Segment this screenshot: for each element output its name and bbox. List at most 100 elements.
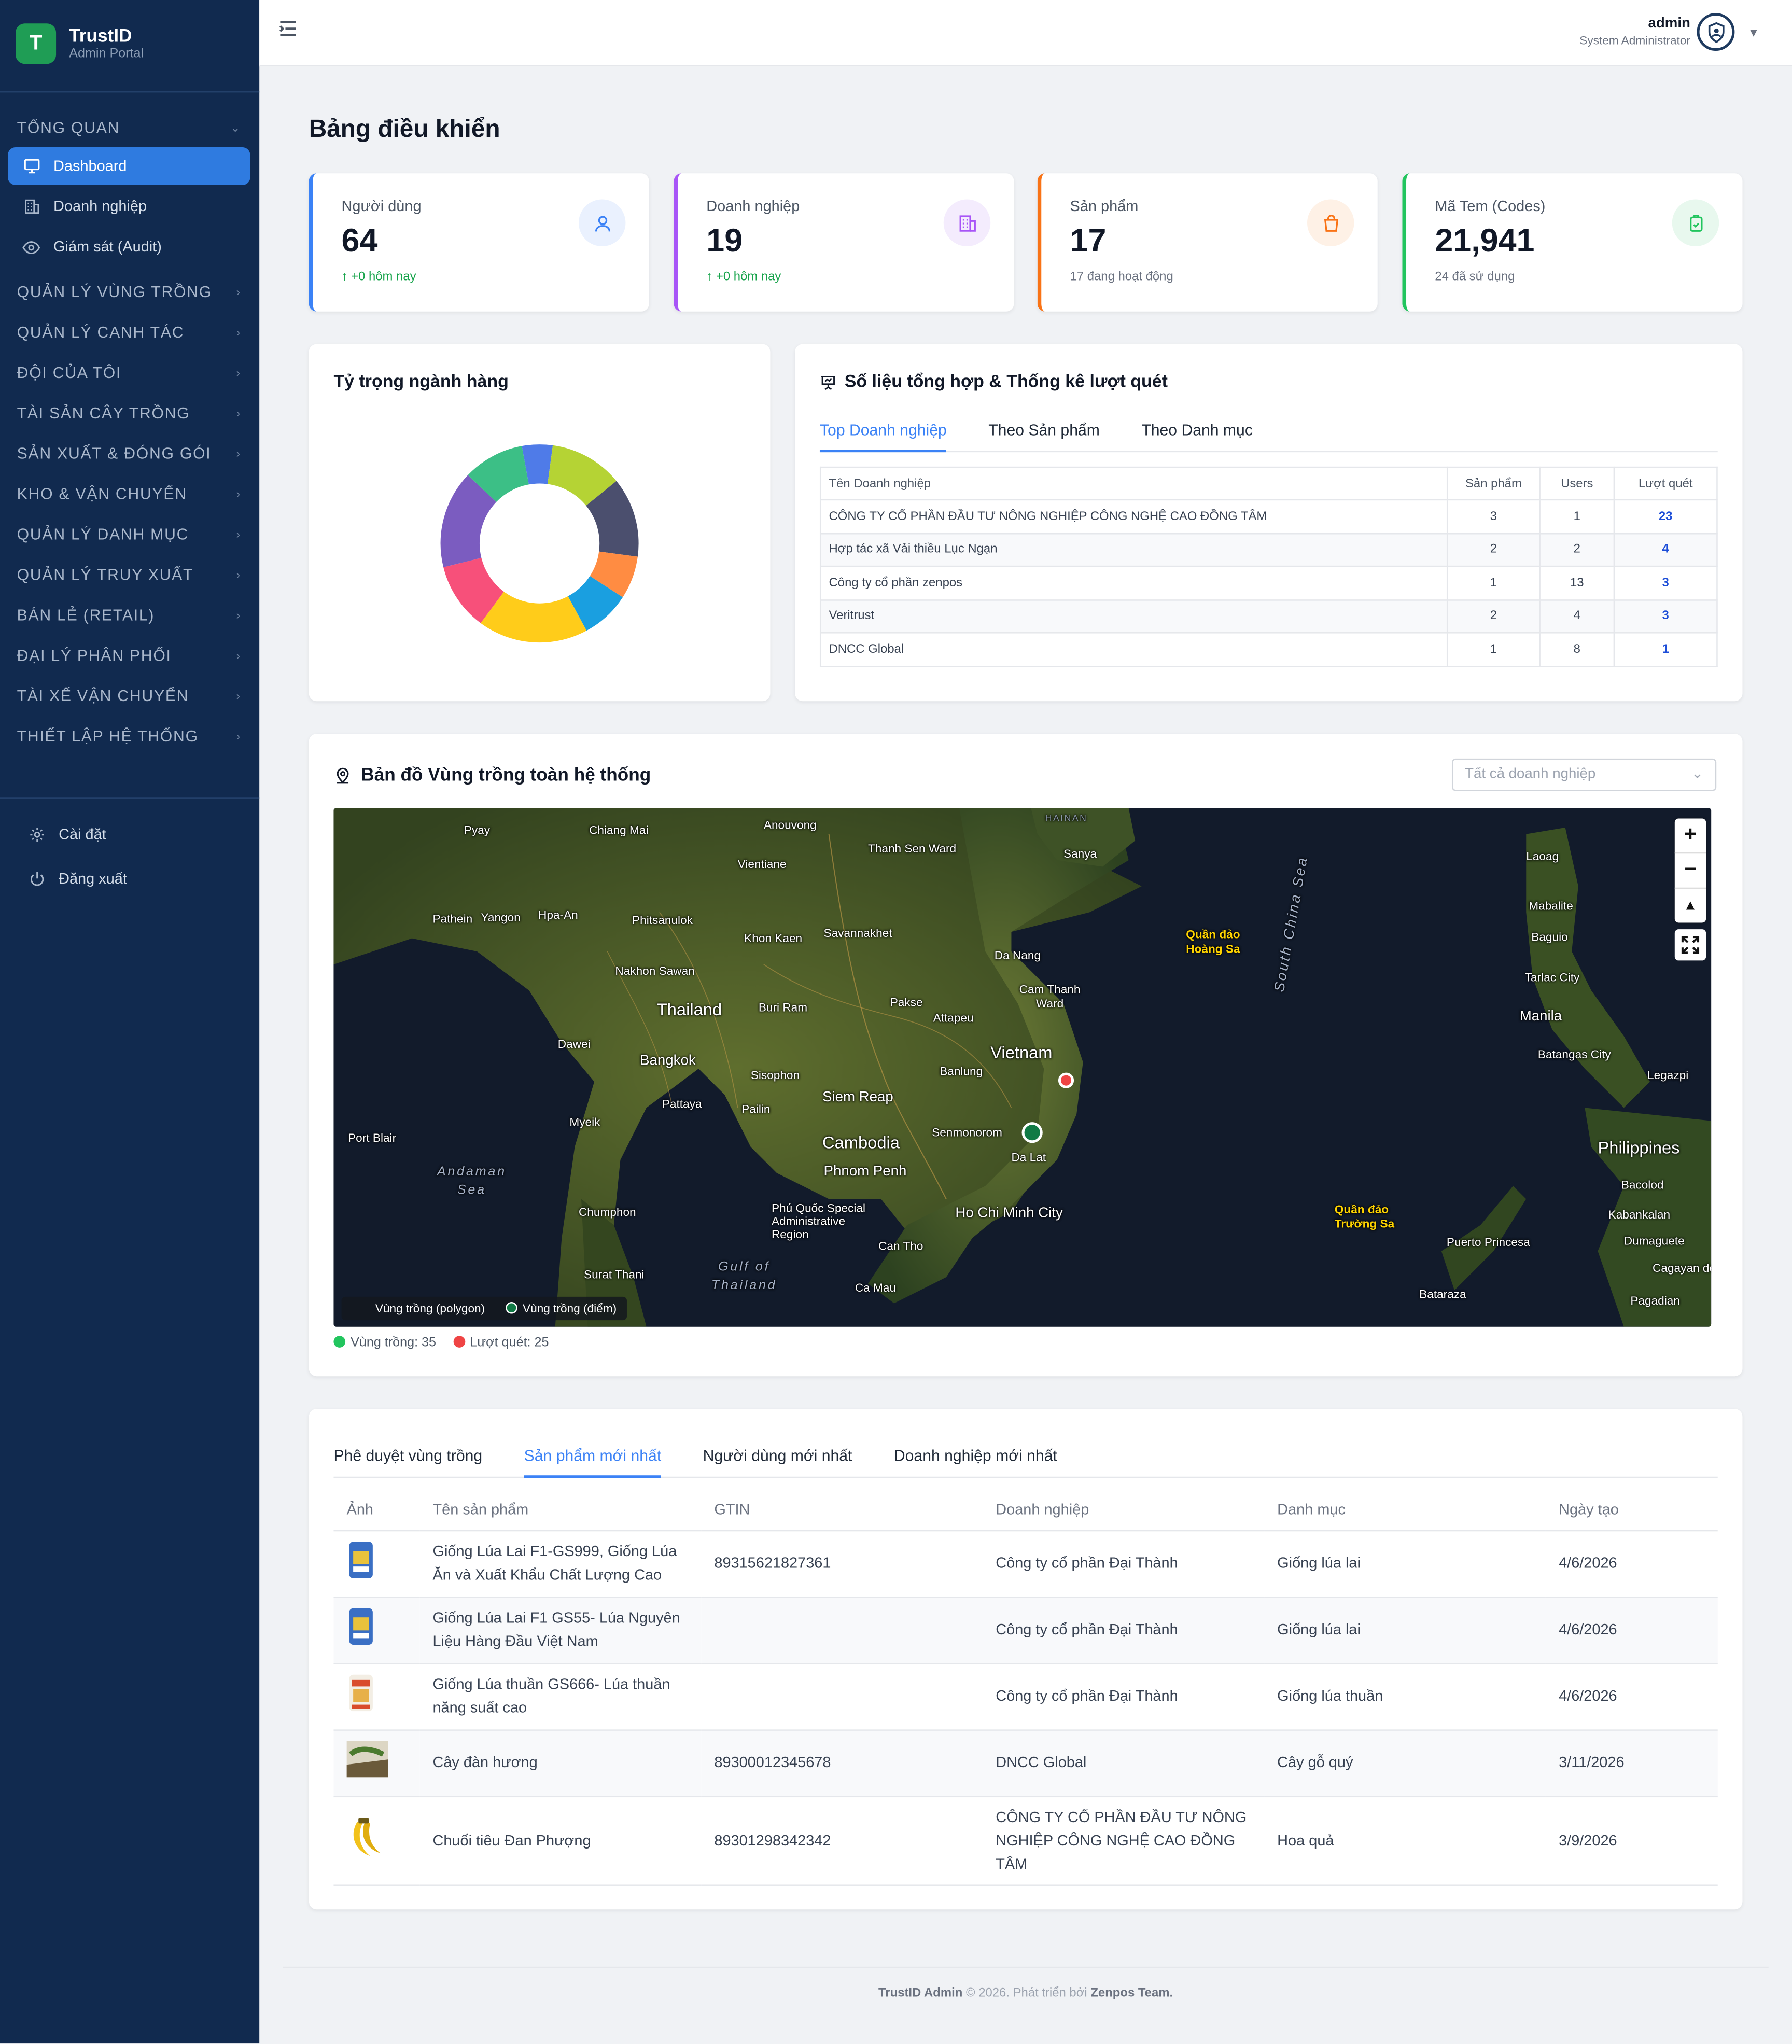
table-row[interactable]: Hợp tác xã Vải thiều Lục Ngạn 2 2 4: [819, 532, 1718, 567]
sidebar-section-system-setup[interactable]: THIẾT LẬP HỆ THỐNG ›: [17, 727, 241, 746]
cell-scans[interactable]: 23: [1613, 499, 1718, 534]
sidebar-section-production[interactable]: SẢN XUẤT & ĐÓNG GÓI ›: [17, 444, 241, 463]
sidebar-section-cultivation[interactable]: QUẢN LÝ CANH TÁC ›: [17, 323, 241, 341]
donut-slice-2[interactable]: [586, 481, 639, 557]
sidebar-logout[interactable]: Đăng xuất: [13, 860, 256, 898]
stat-card-codes: Mã Tem (Codes) 21,941 24 đã sử dụng: [1402, 173, 1743, 312]
map-label: Sanya: [1063, 847, 1097, 860]
scan-marker[interactable]: [1058, 1072, 1074, 1088]
donut-slice-7[interactable]: [440, 475, 496, 568]
donut-slice-6[interactable]: [443, 557, 504, 623]
tab-latest-enterprises[interactable]: Doanh nghiệp mới nhất: [893, 1446, 1057, 1465]
table-row[interactable]: Veritrust 2 4 3: [819, 598, 1718, 634]
map-label: Cagayan de: [1653, 1262, 1712, 1275]
sidebar-section-traceability[interactable]: QUẢN LÝ TRUY XUẤT ›: [17, 566, 241, 584]
map-label: Senmonorom: [932, 1126, 1002, 1139]
zoom-out-button[interactable]: −: [1674, 853, 1706, 889]
map-counts: Vùng trồng: 35 Lượt quét: 25: [333, 1336, 549, 1350]
settings-label: Cài đặt: [59, 827, 106, 843]
enterprise-filter-select[interactable]: Tất cả doanh nghiệp ⌄: [1451, 758, 1717, 791]
user-name: admin: [1648, 16, 1690, 32]
page-title: Bảng điều khiển: [309, 116, 500, 144]
donut-slice-8[interactable]: [468, 446, 529, 502]
chevron-right-icon: ›: [236, 730, 241, 743]
sidebar-settings[interactable]: Cài đặt: [13, 816, 256, 853]
sidebar-item-enterprise[interactable]: Doanh nghiệp: [8, 188, 250, 226]
map-label: Cambodia: [822, 1132, 900, 1152]
sidebar-section-retail[interactable]: BÁN LẺ (RETAIL) ›: [17, 606, 241, 624]
sidebar-section-drivers[interactable]: TÀI XẾ VẬN CHUYỂN ›: [17, 687, 241, 705]
sidebar-section-warehouse[interactable]: KHO & VẬN CHUYỂN ›: [17, 485, 241, 503]
table-row[interactable]: Giống Lúa Lai F1 GS55- Lúa Nguyên Liệu H…: [333, 1597, 1718, 1664]
stat-sub: 24 đã sử dụng: [1435, 270, 1515, 284]
sidebar-item-label: Dashboard: [53, 158, 127, 174]
sidebar-item-audit[interactable]: Giám sát (Audit): [8, 228, 250, 266]
donut-slice-1[interactable]: [548, 445, 617, 506]
tab-by-category[interactable]: Theo Danh mục: [1141, 421, 1253, 440]
map-label: Manila: [1519, 1009, 1562, 1025]
scans-count: Lượt quét: 25: [453, 1336, 549, 1350]
cell-scans[interactable]: 4: [1613, 532, 1718, 567]
planting-map[interactable]: Pyay Chiang Mai Anouvong Thanh Sen Ward …: [333, 808, 1712, 1327]
tab-latest-products[interactable]: Sản phẩm mới nhất: [524, 1447, 662, 1478]
card-title: Số liệu tổng hợp & Thống kê lượt quét: [844, 371, 1168, 391]
table-row[interactable]: Cây đàn hương 89300012345678 DNCC Global…: [333, 1730, 1718, 1798]
stat-value: 64: [341, 222, 378, 260]
map-label: Sisophon: [750, 1069, 800, 1082]
map-label: Surat Thani: [584, 1268, 645, 1281]
table-row[interactable]: Giống Lúa Lai F1-GS999, Giống Lúa Ăn và …: [333, 1531, 1718, 1598]
cell-scans[interactable]: 3: [1613, 565, 1718, 600]
tab-approve-areas[interactable]: Phê duyệt vùng trồng: [333, 1446, 483, 1465]
sidebar-item-dashboard[interactable]: Dashboard: [8, 147, 250, 185]
donut-slice-5[interactable]: [480, 592, 587, 643]
col-scans: Lượt quét: [1613, 466, 1718, 501]
table-row[interactable]: Công ty cổ phần zenpos 1 13 3: [819, 565, 1718, 600]
fullscreen-button[interactable]: [1674, 929, 1706, 961]
map-label: Da Nang: [994, 948, 1041, 962]
map-label: Khon Kaen: [744, 932, 803, 945]
table-row[interactable]: DNCC Global 1 8 1: [819, 632, 1718, 667]
stat-sub-text: +0 hôm nay: [716, 270, 781, 284]
cell-date: 4/6/2026: [1545, 1531, 1718, 1598]
monitor-icon: [22, 157, 40, 175]
donut-slice-4[interactable]: [568, 576, 623, 631]
sidebar-section-my-team[interactable]: ĐỘI CỦA TÔI ›: [17, 363, 241, 382]
select-value: Tất cả doanh nghiệp: [1465, 766, 1596, 782]
planting-area-marker[interactable]: [1021, 1122, 1043, 1143]
donut-slice-0[interactable]: [522, 444, 553, 485]
sidebar-section-distributor[interactable]: ĐẠI LÝ PHÂN PHỐI ›: [17, 647, 241, 665]
map-label: Phnom Penh: [823, 1164, 907, 1180]
table-row[interactable]: Chuối tiêu Đan Phượng 89301298342342 CÔN…: [333, 1796, 1718, 1886]
donut-slice-3[interactable]: [590, 551, 638, 597]
tab-latest-users[interactable]: Người dùng mới nhất: [703, 1446, 852, 1465]
menu-toggle-icon[interactable]: [277, 18, 298, 39]
map-label: Vietnam: [990, 1042, 1053, 1062]
map-label: Legazpi: [1647, 1069, 1689, 1082]
table-row[interactable]: CÔNG TY CỔ PHẦN ĐẦU TƯ NÔNG NGHIỆP CÔNG …: [819, 499, 1718, 534]
cell-products: 2: [1446, 532, 1541, 567]
cell-enterprise: Công ty cổ phần zenpos: [819, 565, 1448, 600]
rice-bag-blue-icon: [349, 1608, 373, 1645]
cell-scans[interactable]: 3: [1613, 598, 1718, 634]
map-label: Philippines: [1598, 1138, 1680, 1157]
zoom-in-button[interactable]: +: [1674, 818, 1706, 854]
green-dot-icon: [333, 1336, 346, 1348]
sidebar-section-categories[interactable]: QUẢN LÝ DANH MỤC ›: [17, 525, 241, 543]
compass-button[interactable]: ▲: [1683, 898, 1698, 914]
user-info[interactable]: admin System Administrator: [1579, 16, 1690, 48]
avatar[interactable]: [1697, 13, 1735, 51]
card-title: Tỷ trọng ngành hàng: [333, 371, 509, 391]
cell-image: [333, 1531, 420, 1598]
table-row[interactable]: Giống Lúa thuần GS666- Lúa thuần năng su…: [333, 1663, 1718, 1731]
sidebar-section-planting-areas[interactable]: QUẢN LÝ VÙNG TRỒNG ›: [17, 283, 241, 301]
sidebar-section-crop-assets[interactable]: TÀI SẢN CÂY TRỒNG ›: [17, 404, 241, 422]
tab-by-product[interactable]: Theo Sản phẩm: [988, 421, 1100, 440]
cell-scans[interactable]: 1: [1613, 632, 1718, 667]
stat-sub: 17 đang hoạt động: [1070, 270, 1173, 284]
map-label: Buri Ram: [758, 1001, 808, 1014]
brand[interactable]: T TrustID Admin Portal: [16, 23, 144, 64]
caret-down-icon[interactable]: ▼: [1747, 26, 1760, 39]
tab-top-enterprises[interactable]: Top Doanh nghiệp: [819, 421, 947, 453]
map-legend: Vùng trồng (polygon) Vùng trồng (điểm): [341, 1296, 627, 1321]
sidebar-section-overview[interactable]: TỔNG QUAN ⌄: [17, 119, 241, 137]
